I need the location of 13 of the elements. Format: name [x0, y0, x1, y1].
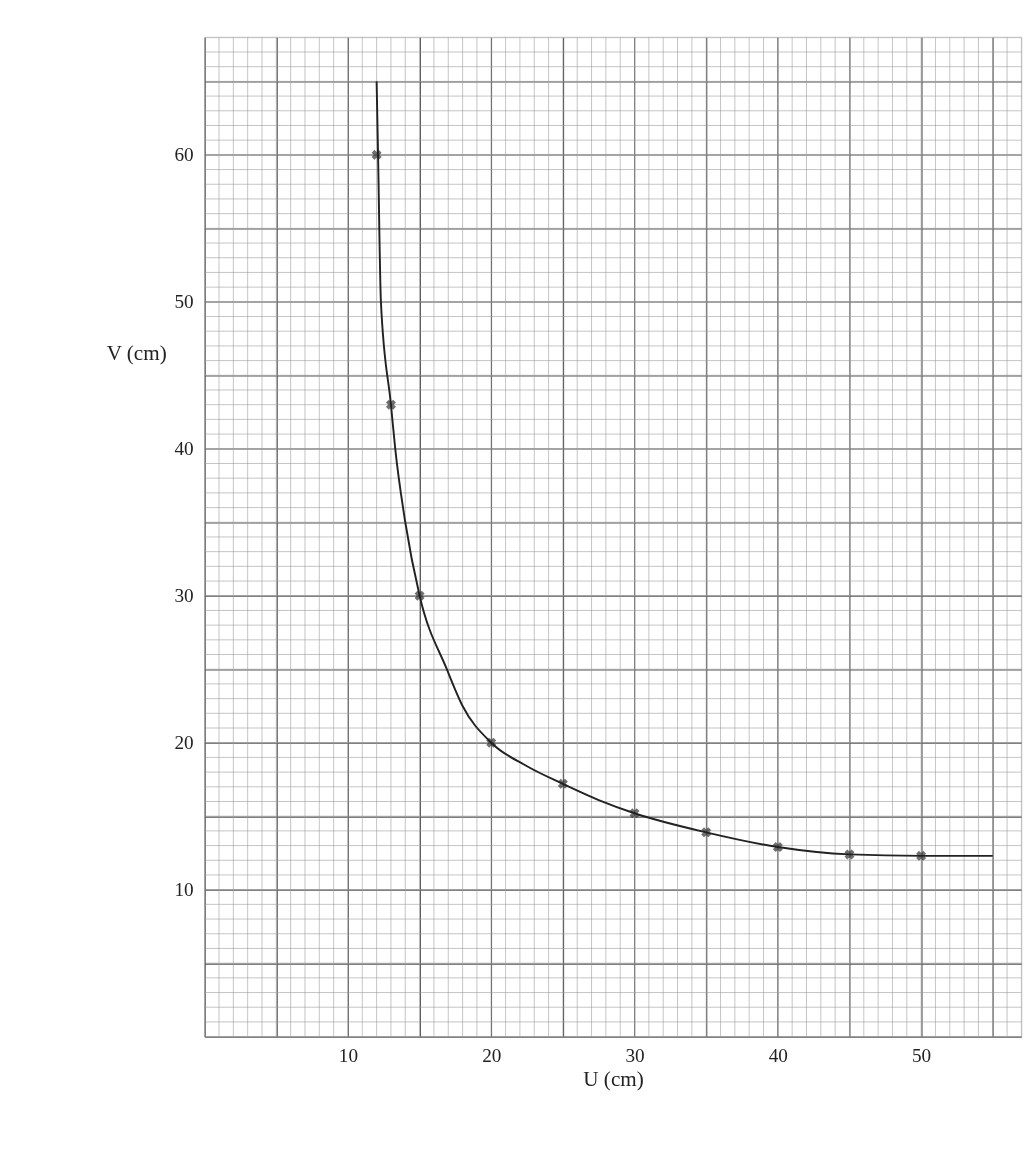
- x-tick-label: 40: [768, 1045, 788, 1067]
- y-axis-title: V (cm): [106, 340, 167, 365]
- x-axis-title: U (cm): [583, 1067, 644, 1092]
- x-tick-label: 50: [912, 1045, 932, 1067]
- y-tick-label: 40: [174, 438, 194, 460]
- y-tick-label: 60: [174, 144, 194, 166]
- x-tick-label: 20: [482, 1045, 502, 1067]
- x-tick-label: 30: [625, 1045, 645, 1067]
- y-tick-label: 20: [174, 731, 194, 753]
- y-tick-label: 50: [174, 291, 194, 313]
- y-tick-label: 10: [174, 878, 194, 900]
- y-tick-label: 30: [174, 584, 194, 606]
- x-tick-label: 10: [338, 1045, 359, 1067]
